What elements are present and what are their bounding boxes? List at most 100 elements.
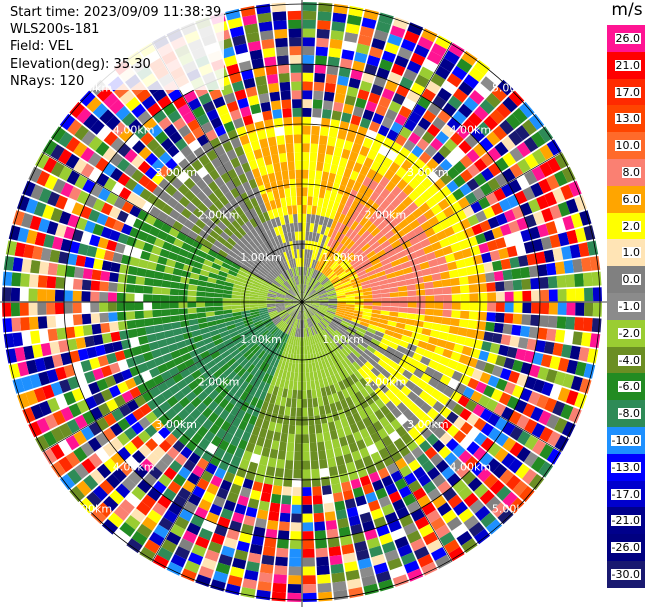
velocity-gate — [215, 253, 226, 262]
velocity-gate — [280, 197, 287, 207]
velocity-gate — [165, 158, 178, 171]
velocity-gate — [317, 197, 324, 207]
velocity-gate — [412, 385, 424, 396]
velocity-gate — [418, 202, 431, 214]
velocity-gate — [284, 300, 294, 302]
velocity-gate — [506, 346, 518, 359]
velocity-gate — [481, 252, 492, 263]
velocity-gate — [243, 233, 252, 243]
velocity-gate — [288, 566, 302, 576]
velocity-gate — [475, 233, 487, 245]
velocity-gate — [305, 363, 310, 373]
velocity-gate — [501, 453, 516, 468]
velocity-gate — [355, 358, 365, 368]
velocity-gate — [266, 334, 275, 343]
velocity-gate — [266, 304, 276, 308]
velocity-gate — [284, 125, 293, 136]
velocity-gate — [302, 81, 313, 91]
velocity-gate — [222, 293, 232, 299]
velocity-gate — [243, 318, 253, 324]
velocity-gate — [146, 193, 159, 206]
velocity-gate — [292, 205, 298, 215]
velocity-gate — [412, 208, 424, 219]
velocity-gate — [102, 162, 116, 177]
velocity-gate — [267, 308, 277, 313]
velocity-gate — [366, 269, 377, 277]
velocity-gate — [438, 145, 452, 159]
velocity-gate — [531, 422, 546, 438]
velocity-gate — [337, 464, 348, 475]
velocity-gate — [409, 258, 420, 267]
velocity-gate — [117, 417, 131, 432]
velocity-gate — [193, 261, 203, 269]
velocity-gate — [333, 589, 348, 601]
velocity-gate — [121, 477, 137, 492]
velocity-gate — [438, 445, 452, 459]
velocity-gate — [225, 254, 236, 263]
velocity-gate — [213, 306, 223, 311]
velocity-gate — [302, 302, 309, 308]
velocity-gate — [231, 512, 245, 524]
velocity-gate — [221, 217, 231, 227]
velocity-gate — [346, 506, 359, 518]
velocity-gate — [256, 324, 265, 331]
velocity-gate — [350, 393, 359, 404]
velocity-gate — [310, 317, 316, 326]
velocity-gate — [276, 330, 283, 339]
velocity-gate — [302, 295, 309, 302]
velocity-gate — [466, 357, 478, 368]
velocity-gate — [285, 294, 294, 299]
velocity-gate — [306, 327, 310, 337]
velocity-gate — [488, 162, 502, 177]
velocity-gate — [404, 560, 420, 574]
velocity-gate — [242, 142, 253, 154]
velocity-gate — [259, 268, 268, 276]
velocity-gate — [316, 37, 329, 48]
velocity-gate — [326, 65, 339, 76]
velocity-gate — [163, 123, 177, 137]
velocity-gate — [283, 352, 289, 362]
velocity-gate — [404, 324, 415, 332]
velocity-gate — [317, 322, 325, 331]
velocity-gate — [425, 295, 435, 302]
velocity-gate — [293, 276, 298, 286]
velocity-gate — [329, 164, 339, 175]
velocity-gate — [397, 544, 413, 558]
velocity-gate — [306, 249, 311, 259]
velocity-gate — [288, 169, 296, 180]
velocity-gate — [192, 126, 205, 139]
velocity-gate — [265, 466, 276, 477]
velocity-gate — [323, 162, 331, 173]
velocity-gate — [295, 434, 302, 444]
velocity-gate — [391, 63, 406, 76]
velocity-gate — [363, 308, 373, 313]
velocity-gate — [330, 563, 344, 574]
velocity-gate — [249, 302, 258, 305]
velocity-gate — [286, 325, 292, 335]
velocity-gate — [487, 292, 497, 302]
velocity-gate — [109, 489, 125, 505]
velocity-gate — [388, 491, 402, 504]
velocity-gate — [306, 381, 311, 391]
velocity-gate — [176, 254, 187, 264]
velocity-gate — [419, 151, 432, 164]
velocity-gate — [226, 100, 239, 113]
velocity-gate — [378, 318, 389, 325]
velocity-gate — [407, 22, 424, 36]
velocity-gate — [152, 286, 162, 295]
velocity-gate — [310, 241, 315, 251]
velocity-gate — [260, 284, 270, 290]
velocity-gate — [151, 172, 164, 185]
velocity-gate — [262, 47, 276, 58]
velocity-gate — [207, 541, 223, 554]
velocity-gate — [214, 288, 224, 294]
velocity-gate — [264, 182, 272, 193]
velocity-gate — [575, 288, 585, 302]
velocity-gate — [274, 278, 283, 286]
velocity-gate — [262, 211, 271, 222]
velocity-gate — [363, 435, 374, 447]
velocity-gate — [72, 314, 83, 326]
velocity-gate — [123, 348, 134, 359]
velocity-gate — [451, 370, 463, 382]
velocity-gate — [258, 370, 266, 381]
